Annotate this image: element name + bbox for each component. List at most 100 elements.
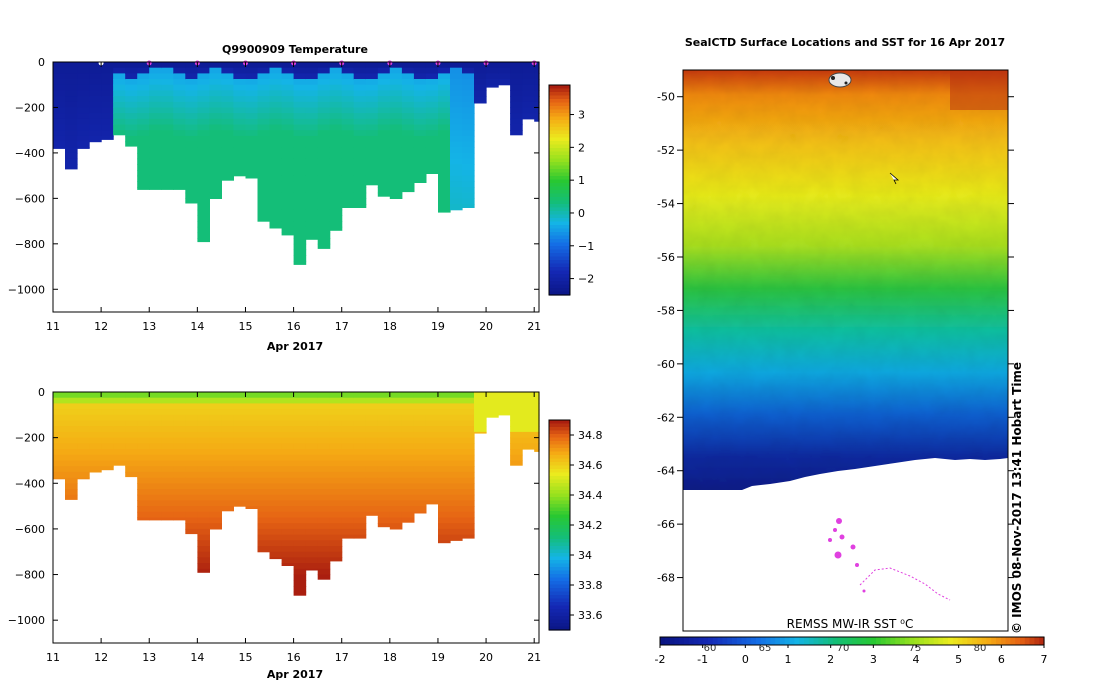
section-cell (317, 403, 331, 410)
section-cell (401, 449, 415, 456)
section-cell (149, 483, 162, 490)
section-cell (233, 152, 246, 160)
section-cell (389, 489, 403, 496)
section-cell (401, 84, 415, 91)
section-cell (401, 517, 415, 523)
colorbar-segment (549, 556, 570, 561)
section-cell (281, 471, 295, 479)
section-cell (77, 460, 90, 467)
section-cell (522, 426, 535, 433)
section-cell (305, 449, 319, 456)
section-cell (438, 62, 451, 69)
section-cell (450, 511, 463, 519)
section-cell (281, 152, 295, 160)
section-cell (161, 67, 174, 74)
section-cell (245, 489, 259, 496)
section-cell (125, 73, 138, 80)
section-cell (377, 170, 391, 177)
section-cell (161, 158, 174, 165)
section-cell (221, 158, 234, 165)
section-cell (149, 181, 162, 188)
section-cell (377, 141, 391, 148)
section-cell (269, 221, 283, 228)
section-cell (401, 460, 415, 467)
section-cell (209, 483, 222, 490)
colorbar-segment (952, 637, 959, 645)
section-cell (257, 62, 271, 69)
section-cell (173, 101, 186, 109)
section-cell (474, 414, 487, 422)
section-cell (101, 431, 114, 439)
section-cell (233, 449, 246, 456)
section-cell (245, 90, 259, 97)
section-cell (305, 494, 319, 501)
colorbar-segment (549, 616, 570, 621)
section-cell (293, 409, 307, 416)
section-cell (329, 204, 343, 211)
section-cell (329, 118, 343, 126)
section-cell (389, 437, 403, 444)
colorbar-segment (549, 85, 570, 90)
section-cell (101, 454, 114, 462)
section-cell (173, 517, 186, 521)
colorbar-tick-label: 2 (578, 141, 585, 154)
section-cell (425, 79, 439, 86)
section-cell (305, 96, 319, 103)
x-tick-label: 19 (431, 320, 445, 333)
section-cell (149, 79, 162, 86)
section-cell (185, 152, 198, 160)
section-cell (365, 62, 379, 69)
salinity-panel: 11 12 13 14 15 16 17 18 19 20 210−200−400−600−800−… (8, 386, 603, 681)
section-cell (281, 209, 295, 216)
section-cell (101, 96, 114, 103)
section-cell (353, 67, 367, 74)
salinity-plot-frame (52, 391, 540, 644)
section-cell (450, 528, 463, 536)
section-cell (149, 471, 162, 479)
section-cell (365, 392, 379, 399)
colorbar-segment (549, 602, 570, 607)
section-cell (269, 511, 283, 519)
section-cell (269, 84, 283, 91)
section-cell (305, 90, 319, 97)
section-cell (65, 483, 78, 490)
section-cell (257, 118, 271, 126)
section-cell (221, 397, 234, 404)
section-cell (137, 90, 150, 97)
section-cell (77, 443, 90, 450)
section-cell (173, 426, 186, 433)
section-cell (522, 96, 535, 103)
section-cell (221, 489, 234, 496)
section-cell (510, 107, 523, 114)
section-cell (474, 84, 487, 91)
section-cell (185, 392, 198, 399)
section-cell (486, 73, 499, 80)
section-cell (281, 494, 295, 501)
section-cell (317, 152, 331, 160)
section-cell (257, 187, 271, 194)
section-cell (185, 84, 198, 91)
section-cell (317, 187, 331, 194)
section-cell (53, 141, 66, 148)
colorbar-segment (549, 197, 570, 202)
section-cell (185, 403, 198, 410)
section-cell (173, 164, 186, 171)
section-cell (474, 403, 487, 410)
section-cell (438, 506, 451, 513)
section-cell (197, 534, 210, 541)
section-cell (510, 426, 523, 433)
section-cell (125, 84, 138, 91)
section-cell (185, 107, 198, 114)
section-cell (113, 118, 126, 126)
section-cell (65, 164, 78, 170)
section-cell (522, 62, 535, 69)
section-cell (305, 460, 319, 467)
section-cell (353, 62, 367, 69)
colorbar-segment (669, 637, 675, 645)
section-cell (233, 101, 246, 109)
section-cell (185, 192, 198, 199)
section-cell (233, 409, 246, 416)
section-cell (221, 460, 234, 467)
colorbar-segment (789, 637, 795, 645)
colorbar-segment (549, 204, 570, 209)
